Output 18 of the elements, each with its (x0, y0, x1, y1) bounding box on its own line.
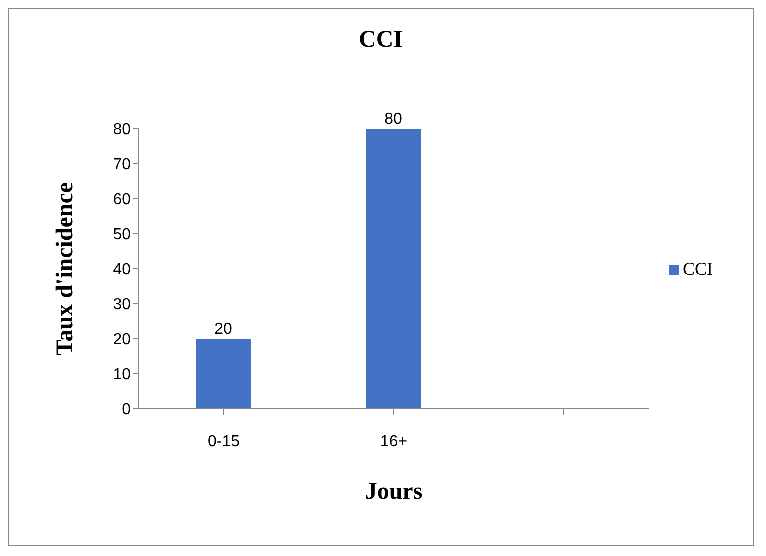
y-tick-label: 80 (113, 122, 132, 139)
data-label: 80 (384, 111, 402, 128)
y-tick-label: 20 (113, 332, 132, 349)
data-label: 20 (214, 321, 232, 338)
y-tick-label: 70 (113, 156, 132, 174)
y-tick-label: 40 (113, 262, 132, 279)
legend-label: CCI (682, 258, 713, 278)
x-tick-label: 16+ (380, 433, 408, 450)
y-tick-label: 60 (113, 192, 132, 209)
chart-title: CCI (358, 27, 404, 54)
frame: CCI CCI 0-15 16+ Jours 0 10 20 30 40 50 60 70 80 Taux d'incidence 20 80 (8, 8, 754, 546)
y-tick-label: 10 (113, 366, 132, 384)
x-axis-title: Jours (365, 479, 423, 505)
y-tick-label: 0 (122, 402, 132, 419)
x-tick-label: 0-15 (208, 433, 240, 450)
y-axis-title: Taux d'incidence (52, 182, 79, 356)
y-tick-label: 50 (113, 226, 132, 244)
y-tick-label: 30 (113, 296, 132, 314)
